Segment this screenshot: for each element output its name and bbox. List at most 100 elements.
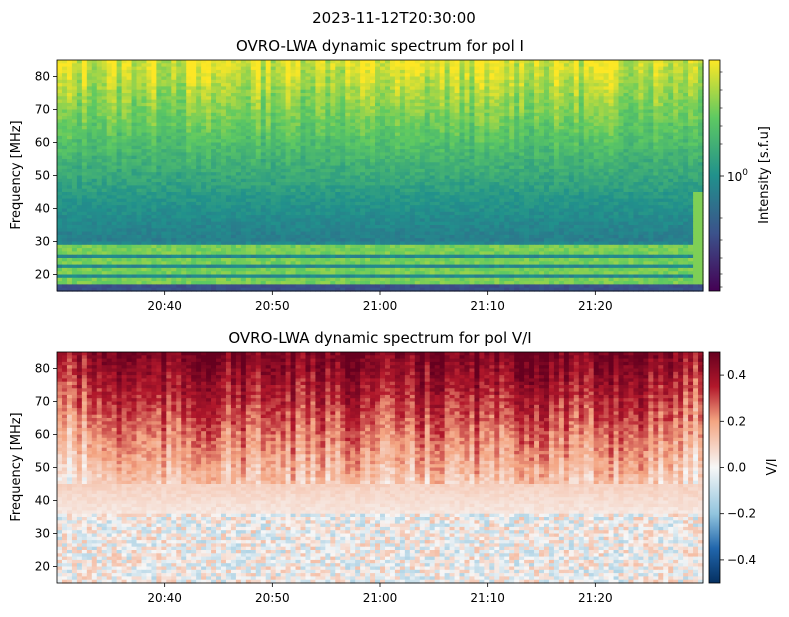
heatmap-cell xyxy=(365,86,371,91)
heatmap-cell xyxy=(255,60,262,64)
heatmap-cell xyxy=(638,99,644,104)
heatmap-cell xyxy=(464,66,471,71)
heatmap-cell xyxy=(270,83,277,87)
heatmap-cell xyxy=(290,63,297,68)
heatmap-cell xyxy=(648,60,654,64)
heatmap-cell xyxy=(519,93,525,97)
heatmap-cell xyxy=(275,89,282,94)
heatmap-cell xyxy=(161,86,167,91)
heatmap-cell xyxy=(101,99,108,104)
heatmap-cell xyxy=(290,83,297,87)
heatmap-cell xyxy=(250,60,257,64)
heatmap-cell xyxy=(558,79,565,84)
heatmap-cell xyxy=(181,79,187,84)
heatmap-cell xyxy=(91,79,98,84)
heatmap-cell xyxy=(454,89,461,94)
heatmap-cell xyxy=(534,96,540,101)
heatmap-cell xyxy=(76,66,83,71)
heatmap-cell xyxy=(509,60,515,64)
heatmap-cell xyxy=(126,76,133,81)
heatmap-cell xyxy=(96,69,103,74)
heatmap-cell xyxy=(280,79,287,84)
heatmap-cell xyxy=(91,66,98,71)
heatmap-cell xyxy=(494,102,500,107)
heatmap-cell xyxy=(230,63,237,68)
heatmap-cell xyxy=(295,63,302,68)
heatmap-cell xyxy=(71,102,78,107)
heatmap-cell xyxy=(489,83,495,87)
heatmap-cell xyxy=(151,63,157,68)
heatmap-cell xyxy=(529,96,535,101)
heatmap-cell xyxy=(603,66,610,71)
heatmap-cell xyxy=(578,93,585,97)
heatmap-cell xyxy=(345,83,351,87)
heatmap-cell xyxy=(499,63,505,68)
heatmap-cell xyxy=(593,86,600,91)
heatmap-cell xyxy=(568,109,575,114)
heatmap-cell xyxy=(365,102,371,107)
heatmap-cell xyxy=(658,86,664,91)
heatmap-cell xyxy=(181,106,187,111)
heatmap-cell xyxy=(504,60,510,64)
heatmap-cell xyxy=(524,109,530,114)
heatmap-cell xyxy=(524,60,530,64)
heatmap-cell xyxy=(166,109,172,114)
heatmap-cell xyxy=(270,102,277,107)
heatmap-cell xyxy=(429,79,436,84)
heatmap-cell xyxy=(216,93,222,97)
heatmap-cell xyxy=(673,66,679,71)
heatmap-cell xyxy=(66,89,73,94)
heatmap-cell xyxy=(181,76,187,81)
heatmap-cell xyxy=(295,93,302,97)
heatmap-cell xyxy=(479,73,485,78)
heatmap-cell xyxy=(196,89,202,94)
heatmap-cell xyxy=(57,83,63,87)
heatmap-cell xyxy=(459,76,466,81)
heatmap-cell xyxy=(131,60,138,64)
heatmap-cell xyxy=(449,93,456,97)
heatmap-cell xyxy=(633,60,639,64)
heatmap-cell xyxy=(325,93,331,97)
heatmap-cell xyxy=(658,99,664,104)
heatmap-cell xyxy=(499,89,505,94)
heatmap-cell xyxy=(563,73,570,78)
heatmap-cell xyxy=(608,109,615,114)
heatmap-cell xyxy=(494,73,500,78)
heatmap-cell xyxy=(688,73,694,78)
heatmap-cell xyxy=(225,73,232,78)
heatmap-cell xyxy=(191,83,197,87)
heatmap-cell xyxy=(568,106,575,111)
heatmap-cell xyxy=(434,86,441,91)
heatmap-cell xyxy=(325,66,331,71)
heatmap-cell xyxy=(310,109,316,114)
heatmap-cell xyxy=(161,109,167,114)
heatmap-cell xyxy=(583,93,590,97)
heatmap-cell xyxy=(678,79,684,84)
heatmap-cell xyxy=(494,66,500,71)
heatmap-cell xyxy=(300,66,307,71)
heatmap-cell xyxy=(181,89,187,94)
heatmap-cell xyxy=(196,60,202,64)
heatmap-cell xyxy=(81,89,88,94)
heatmap-cell xyxy=(245,106,252,111)
heatmap-cell xyxy=(399,63,406,68)
heatmap-cell xyxy=(136,63,143,68)
heatmap-cell xyxy=(275,66,282,71)
heatmap-cell xyxy=(136,106,143,111)
heatmap-cell xyxy=(225,86,232,91)
heatmap-cell xyxy=(588,79,595,84)
heatmap-cell xyxy=(335,79,341,84)
heatmap-cell xyxy=(106,106,113,111)
heatmap-cell xyxy=(196,96,202,101)
heatmap-cell xyxy=(206,79,212,84)
heatmap-cell xyxy=(216,86,222,91)
heatmap-cell xyxy=(573,60,580,64)
heatmap-cell xyxy=(161,60,167,64)
heatmap-cell xyxy=(370,102,376,107)
heatmap-cell xyxy=(464,83,471,87)
heatmap-cell xyxy=(290,86,297,91)
heatmap-cell xyxy=(230,66,237,71)
heatmap-cell xyxy=(240,73,247,78)
heatmap-cell xyxy=(161,89,167,94)
heatmap-cell xyxy=(489,69,495,74)
